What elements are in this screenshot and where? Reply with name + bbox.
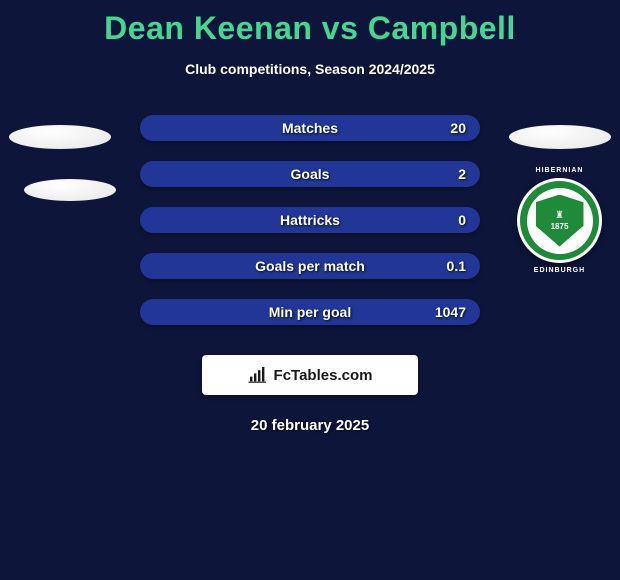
stat-label: Min per goal [140, 304, 480, 320]
chart-bars-icon [248, 367, 268, 383]
player-left-placeholder-2 [24, 179, 116, 201]
stat-row-min-per-goal: Min per goal 1047 [140, 299, 480, 325]
stat-row-hattricks: Hattricks 0 [140, 207, 480, 233]
stat-value-right: 2 [458, 166, 466, 182]
subtitle: Club competitions, Season 2024/2025 [0, 61, 620, 77]
stat-row-goals: Goals 2 [140, 161, 480, 187]
player-right-placeholder-1 [509, 125, 611, 149]
date-line: 20 february 2025 [0, 417, 620, 434]
stat-value-right: 1047 [435, 304, 466, 320]
page-title: Dean Keenan vs Campbell [0, 0, 620, 47]
stat-value-right: 0.1 [447, 258, 466, 274]
stat-label: Hattricks [140, 212, 480, 228]
badge-castle-icon: ♜ [555, 210, 564, 221]
brand-box[interactable]: FcTables.com [202, 355, 418, 395]
stat-value-right: 0 [458, 212, 466, 228]
brand-text: FcTables.com [274, 367, 373, 384]
stat-label: Matches [140, 120, 480, 136]
stat-label: Goals per match [140, 258, 480, 274]
badge-ring-top: HIBERNIAN [520, 167, 599, 174]
badge-ring-bottom: EDINBURGH [520, 267, 599, 274]
player-left-placeholder-1 [9, 125, 111, 149]
stat-row-matches: Matches 20 [140, 115, 480, 141]
stat-value-right: 20 [450, 120, 466, 136]
badge-year: 1875 [551, 222, 569, 231]
club-badge: HIBERNIAN EDINBURGH ♜ 1875 [517, 178, 602, 263]
stat-row-goals-per-match: Goals per match 0.1 [140, 253, 480, 279]
stat-label: Goals [140, 166, 480, 182]
